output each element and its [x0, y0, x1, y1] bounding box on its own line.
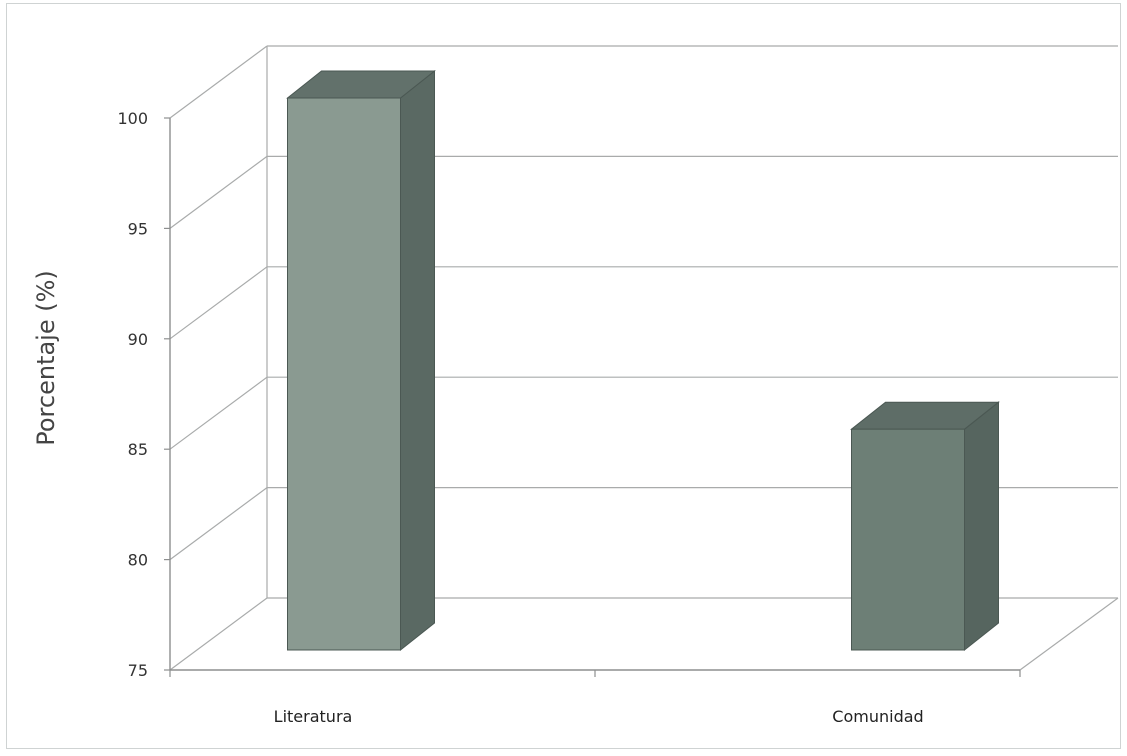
gridline-side-100 — [169, 45, 268, 119]
gridline-side-85 — [169, 376, 268, 450]
gridline-side-80 — [169, 487, 268, 561]
x-category-label-comunidad: Comunidad — [832, 707, 923, 726]
bar-front-comunidad — [851, 428, 965, 651]
bar-comunidad — [850, 401, 1000, 652]
y-tick-label-95: 95 — [128, 219, 148, 238]
y-tick-label-100: 100 — [117, 109, 148, 128]
bar-side-comunidad — [964, 401, 999, 652]
gridline-side-95 — [169, 155, 268, 229]
y-axis-title: Porcentaje (%) — [32, 270, 60, 446]
y-tick-label-85: 85 — [128, 440, 148, 459]
gridline-side-75 — [169, 597, 268, 671]
bar-literatura — [286, 69, 436, 652]
x-category-label-literatura: Literatura — [274, 707, 353, 726]
bar-front-literatura — [287, 97, 401, 651]
floor-right-edge — [1019, 597, 1119, 671]
bars — [286, 69, 1000, 652]
y-tick-label-80: 80 — [128, 551, 148, 570]
labels: 75 80 85 90 95 100 Literatura Comunidad — [117, 109, 923, 726]
y-tick-label-90: 90 — [128, 330, 148, 349]
y-tick-label-75: 75 — [128, 661, 148, 680]
bar-side-literatura — [400, 69, 435, 652]
gridline-side-90 — [169, 266, 268, 340]
